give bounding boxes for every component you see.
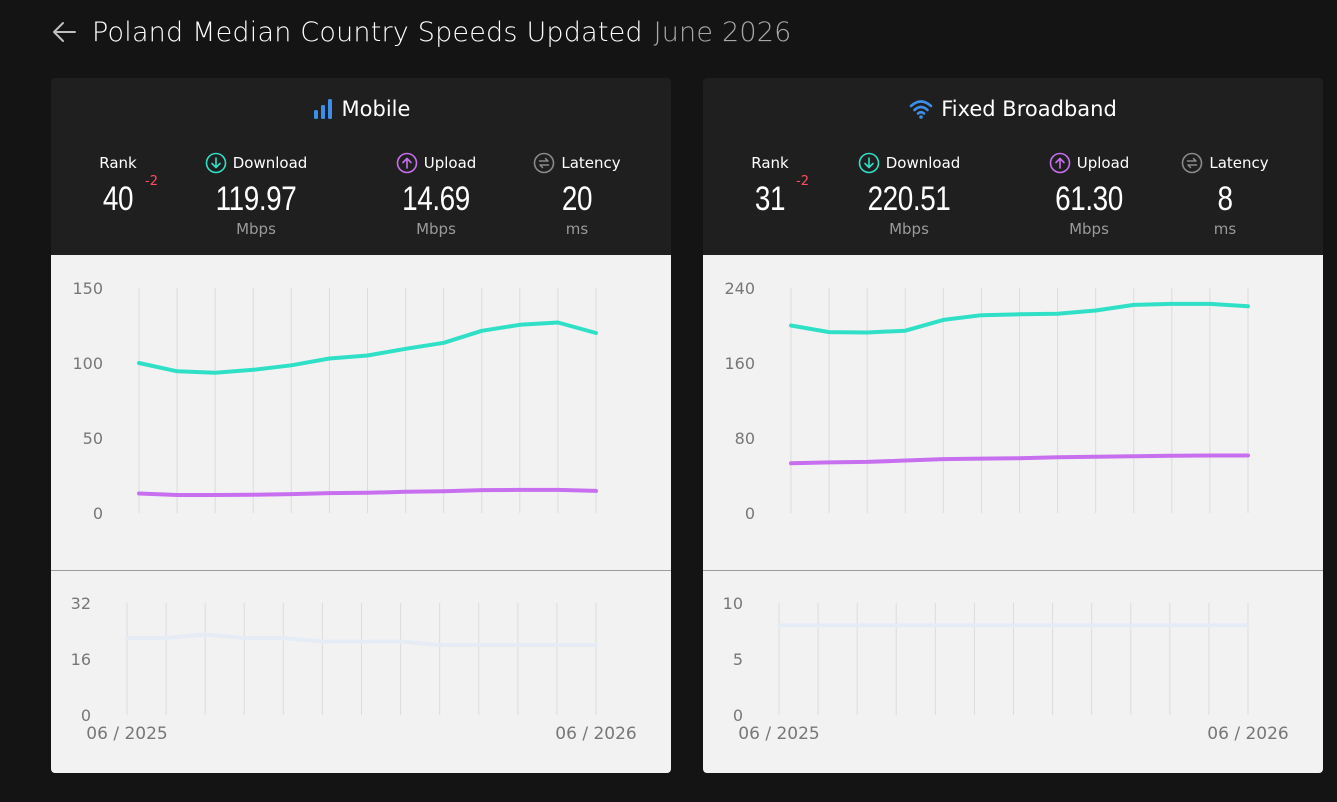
rank-change: -2 [145,174,158,189]
rank-label: Rank [99,154,137,172]
mobile-panel-label: Mobile [341,97,411,121]
rank-label: Rank [751,154,789,172]
latency-value: 20 [561,180,593,218]
page-title: Poland Median Country Speeds Updated Jun… [92,17,791,48]
updated-date: June 2026 [653,16,792,48]
latency-unit: ms [1213,220,1237,238]
download-label: Download [232,154,308,172]
y-tick-label: 32 [71,594,91,613]
mobile-panel-title: Mobile [51,94,671,124]
chart-divider [51,570,671,571]
download-stat: Download 119.97 Mbps [191,150,321,238]
y-tick-label: 0 [93,504,103,523]
y-tick-label: 50 [83,429,103,448]
y-tick-label: 80 [735,429,755,448]
download-value: 220.51 [867,180,951,218]
upload-unit: Mbps [416,220,456,238]
upload-stat: Upload 14.69 Mbps [371,150,501,238]
latency-stat: Latency 8 ms [1175,150,1275,238]
rank-change: -2 [796,174,809,189]
y-tick-label: 0 [81,706,91,725]
latency-label: Latency [561,154,621,172]
fixed-speed-chart: 0 80 160 240 [724,279,1250,523]
upload-unit: Mbps [1069,220,1109,238]
latency-value: 8 [1217,180,1233,218]
download-icon [858,152,880,174]
upload-icon [1049,152,1071,174]
download-series-line [789,301,1250,335]
y-tick-label: 10 [723,594,743,613]
latency-label: Latency [1209,154,1269,172]
rank-value: 40 [102,180,134,218]
x-tick-label: 06 / 2026 [555,724,636,744]
fixed-chart-area: 0 80 160 240 0 5 10 06 / 2025 06 / 2026 [703,255,1323,773]
fixed-panel-label: Fixed Broadband [941,97,1117,121]
mobile-speed-chart: 0 50 100 150 [72,279,598,523]
back-arrow-icon[interactable] [50,18,78,46]
wifi-icon [909,100,933,119]
mobile-chart-area: 0 50 100 150 0 16 32 06 / 2025 06 / 2026 [51,255,671,773]
latency-icon [1182,152,1203,174]
y-tick-label: 160 [724,354,755,373]
chart-divider [703,570,1323,571]
download-value: 119.97 [215,180,297,218]
upload-series-line [789,453,1250,466]
rank-stat: Rank 40 [88,150,148,216]
x-tick-label: 06 / 2025 [86,724,167,744]
x-tick-label: 06 / 2026 [1207,724,1288,744]
y-tick-label: 0 [733,706,743,725]
rank-value: 31 [754,180,786,218]
upload-label: Upload [423,154,477,172]
download-series-line [137,320,598,375]
download-unit: Mbps [889,220,929,238]
latency-icon [534,152,555,174]
mobile-latency-chart: 0 16 32 06 / 2025 06 / 2026 [71,594,637,744]
latency-unit: ms [565,220,589,238]
fixed-panel-title: Fixed Broadband [703,94,1323,124]
page-header: Poland Median Country Speeds Updated Jun… [50,12,791,52]
latency-series-line [125,632,598,647]
mobile-panel: Mobile Rank 40 -2 Download 119.97 Mbps [51,78,671,773]
upload-value: 61.30 [1055,180,1123,218]
download-stat: Download 220.51 Mbps [844,150,974,238]
fixed-latency-chart: 0 5 10 06 / 2025 06 / 2026 [723,594,1289,744]
fixed-broadband-panel: Fixed Broadband Rank 31 -2 Download 220.… [703,78,1323,773]
y-tick-label: 100 [72,354,103,373]
download-icon [205,152,227,174]
fixed-stats: Rank 31 -2 Download 220.51 Mbps Upload [703,150,1323,250]
page-title-text: Poland Median Country Speeds Updated [92,16,643,48]
y-tick-label: 0 [745,504,755,523]
upload-label: Upload [1076,154,1130,172]
rank-stat: Rank 31 [740,150,800,216]
upload-stat: Upload 61.30 Mbps [1024,150,1154,238]
download-unit: Mbps [236,220,276,238]
signal-bars-icon [313,99,332,119]
upload-series-line [137,487,598,497]
y-tick-label: 5 [733,650,743,669]
latency-stat: Latency 20 ms [527,150,627,238]
x-tick-label: 06 / 2025 [738,724,819,744]
download-label: Download [885,154,961,172]
upload-icon [396,152,418,174]
mobile-stats: Rank 40 -2 Download 119.97 Mbps Upload [51,150,671,250]
y-tick-label: 16 [71,650,91,669]
upload-value: 14.69 [402,180,470,218]
y-tick-label: 240 [724,279,755,298]
y-tick-label: 150 [72,279,103,298]
